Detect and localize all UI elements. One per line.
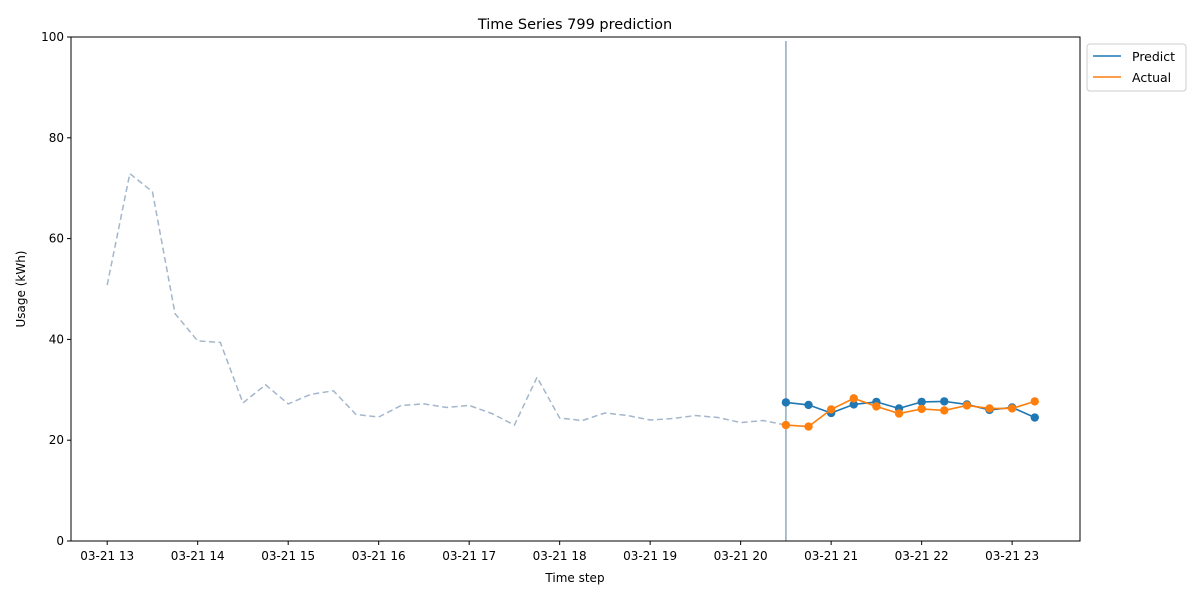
y-tick-label: 60	[49, 232, 64, 246]
point-predict	[940, 397, 949, 406]
point-predict	[1030, 413, 1039, 422]
x-tick-label: 03-21 15	[261, 549, 315, 563]
point-actual	[917, 404, 926, 414]
y-tick-label: 100	[41, 30, 64, 44]
x-tick-label: 03-21 13	[80, 549, 134, 563]
x-tick-label: 03-21 21	[804, 549, 858, 563]
legend-label-predict: Predict	[1132, 49, 1175, 64]
point-actual	[985, 404, 994, 413]
y-tick-label: 0	[56, 534, 64, 548]
x-tick-label: 03-21 23	[985, 549, 1039, 563]
x-tick-label: 03-21 16	[352, 549, 406, 563]
point-predict	[849, 400, 858, 409]
point-actual	[962, 401, 972, 410]
legend-label-actual: Actual	[1132, 70, 1171, 85]
series-line-actual	[785, 397, 1035, 428]
x-tick-label: 03-21 22	[895, 549, 949, 563]
point-actual	[804, 422, 813, 431]
point-actual	[1007, 404, 1017, 413]
point-actual	[940, 406, 949, 415]
x-tick-label: 03-21 17	[442, 549, 496, 563]
x-axis: 03-21 13 03-21 14 03-21 15 03-21 16 03-21 17…	[80, 541, 1039, 563]
y-axis: 0 20 40 60 80 100	[41, 30, 71, 548]
point-predict	[781, 398, 791, 407]
point-actual	[826, 405, 836, 414]
point-actual	[872, 402, 881, 411]
y-tick-label: 40	[49, 332, 64, 346]
plot-area	[106, 41, 1039, 541]
point-actual	[781, 420, 791, 430]
legend: Predict Actual	[1086, 43, 1187, 92]
history-line	[106, 172, 787, 427]
x-tick-label: 03-21 18	[533, 549, 587, 563]
point-predict	[804, 400, 813, 410]
point-predict	[917, 397, 926, 407]
chart-title: Time Series 799 prediction	[477, 17, 672, 33]
y-tick-label: 20	[49, 433, 64, 447]
x-axis-label: Time step	[544, 571, 604, 585]
plot-frame	[70, 36, 1081, 542]
x-tick-label: 03-21 20	[714, 549, 768, 563]
x-tick-label: 03-21 14	[171, 549, 225, 563]
point-actual	[1030, 397, 1039, 406]
point-actual	[894, 409, 904, 418]
point-actual	[849, 394, 858, 403]
y-axis-label: Usage (kWh)	[14, 251, 28, 328]
x-tick-label: 03-21 19	[623, 549, 677, 563]
y-tick-label: 80	[49, 131, 64, 145]
